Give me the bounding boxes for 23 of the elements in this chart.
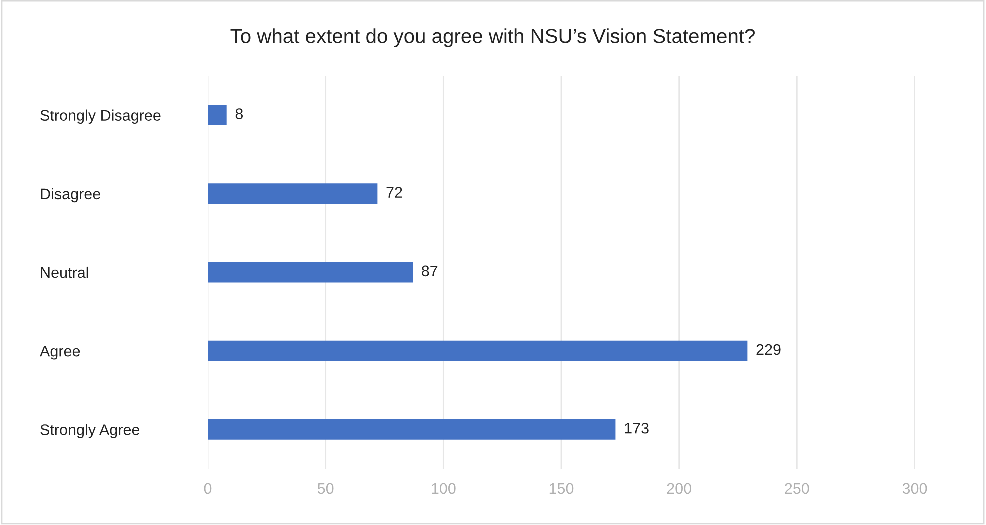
bar [208,419,616,440]
x-tick-label: 300 [902,483,928,494]
y-tick-label: Strongly Disagree [40,110,161,124]
y-tick-label: Disagree [41,188,100,203]
bar [208,262,414,283]
x-tick-label: 100 [432,483,456,494]
x-tick-label: 250 [785,483,810,494]
y-tick-label: Neutral [41,266,88,278]
x-tick-label: 200 [667,483,692,494]
x-tick-label: 50 [318,483,334,494]
chart-title: To what extent do you agree with NSU’s Vision Statement? [230,28,755,48]
bar [208,340,748,362]
data-label: 8 [236,108,244,120]
data-label: 173 [625,422,649,434]
data-label: 87 [422,266,438,277]
bar [208,105,227,126]
x-tick-label: 150 [550,483,574,494]
y-tick-label: Agree [40,346,80,360]
y-tick-label: Strongly Agree [40,424,140,438]
data-label: 229 [756,344,781,356]
data-label: 72 [386,187,402,198]
x-tick-label: 0 [204,483,212,494]
bar [208,184,378,204]
